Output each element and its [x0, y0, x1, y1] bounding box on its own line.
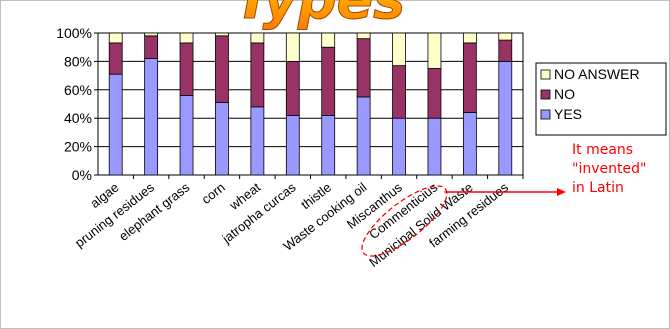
- y-tick-label: 60%: [64, 82, 92, 98]
- legend-swatch: [540, 89, 551, 100]
- legend-swatch: [540, 69, 551, 80]
- bar-segment-no: [285, 61, 300, 116]
- bar-segment-yes: [392, 117, 406, 176]
- bar-segment-yes: [250, 106, 265, 176]
- annotation-text: It means: [572, 142, 633, 158]
- y-tick-label: 40%: [64, 110, 92, 126]
- y-tick-label: 100%: [56, 25, 92, 41]
- bar-segment-yes: [321, 114, 336, 176]
- bar-segment-no: [392, 65, 406, 119]
- gridlines: [98, 60, 523, 148]
- bar-segment-yes: [144, 58, 159, 176]
- bar-segment-no-answer: [215, 32, 229, 37]
- bar-segment-no: [215, 35, 229, 103]
- bar-segment-yes: [215, 102, 229, 176]
- bar-segment-no-answer: [250, 32, 265, 44]
- bar-segment-yes: [108, 73, 123, 176]
- bar-segment-no-answer: [427, 32, 442, 69]
- bar-segment-yes: [285, 114, 300, 176]
- y-axis-ticks: 0% 20% 40% 60% 80% 100%: [56, 25, 98, 183]
- bar-segment-no: [108, 42, 123, 75]
- bar-segment-no-answer: [356, 32, 371, 40]
- bar-segment-no: [427, 68, 442, 119]
- bar-segment-no-answer: [462, 32, 477, 44]
- bar-segment-no: [356, 38, 371, 98]
- legend-swatch: [540, 109, 551, 120]
- y-tick-label: 20%: [64, 139, 92, 155]
- bar-segment-no-answer: [392, 32, 406, 67]
- annotation: It means "invented" in Latin: [361, 142, 646, 257]
- legend-label: NO: [554, 86, 575, 102]
- y-tick-label: 0%: [72, 167, 92, 183]
- legend-label: NO ANSWER: [554, 66, 640, 82]
- legend: NO ANSWER NO YES: [535, 62, 667, 136]
- bar-segment-no: [498, 39, 513, 62]
- bar-segment-no: [321, 46, 336, 116]
- chart-title: Types: [235, 0, 406, 31]
- plot-area: [97, 32, 524, 176]
- bar-segment-no: [462, 42, 477, 113]
- annotation-text: "invented": [572, 161, 646, 177]
- bar-segment-no-answer: [108, 32, 123, 44]
- bar-segment-yes: [179, 95, 194, 176]
- bar-segment-no: [144, 35, 159, 59]
- bar-segment-yes: [427, 117, 442, 176]
- legend-label: YES: [554, 106, 582, 122]
- y-tick-label: 80%: [64, 53, 92, 69]
- bar-segment-no-answer: [321, 32, 336, 48]
- annotation-ellipse: [361, 185, 448, 257]
- annotation-text: in Latin: [572, 180, 624, 196]
- bar-segment-yes: [462, 112, 477, 176]
- bar-segment-no: [250, 42, 265, 108]
- bars: [108, 32, 513, 176]
- bar-segment-no-answer: [285, 32, 300, 62]
- legend-box: [535, 62, 667, 136]
- bar-segment-yes: [498, 61, 513, 176]
- bar-segment-no-answer: [498, 32, 513, 41]
- annotation-arrowhead: [557, 188, 566, 196]
- bar-segment-no: [179, 42, 194, 96]
- bar-segment-no-answer: [179, 32, 194, 44]
- bar-segment-yes: [356, 96, 371, 176]
- bar-segment-no-answer: [144, 32, 159, 37]
